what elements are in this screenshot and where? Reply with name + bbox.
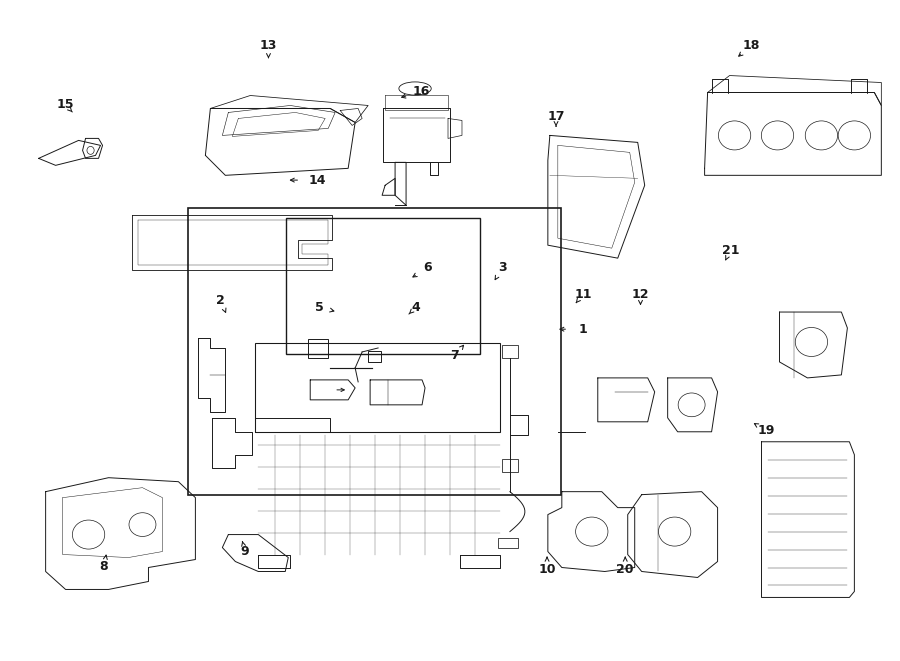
- Text: 21: 21: [722, 243, 739, 256]
- Text: 7: 7: [450, 349, 459, 362]
- Text: 6: 6: [423, 261, 432, 274]
- Bar: [187, 208, 561, 495]
- Bar: [502, 459, 518, 472]
- Text: 9: 9: [241, 545, 249, 558]
- Text: 14: 14: [309, 174, 326, 186]
- Text: 3: 3: [498, 261, 507, 274]
- Text: 10: 10: [538, 563, 556, 576]
- Text: 11: 11: [574, 288, 591, 301]
- Text: 15: 15: [57, 98, 74, 112]
- Text: 19: 19: [758, 424, 775, 438]
- Text: 4: 4: [411, 301, 420, 314]
- Text: 16: 16: [412, 85, 430, 98]
- Bar: [498, 537, 518, 547]
- Text: 17: 17: [547, 110, 565, 123]
- Text: 5: 5: [315, 301, 324, 314]
- Bar: [502, 345, 518, 358]
- Bar: [256, 343, 500, 432]
- Bar: [286, 218, 480, 354]
- Bar: [368, 352, 381, 362]
- Text: 8: 8: [100, 560, 108, 573]
- Text: 1: 1: [579, 323, 588, 336]
- Text: 13: 13: [260, 39, 277, 52]
- Text: 12: 12: [632, 288, 649, 301]
- Bar: [308, 340, 328, 358]
- Text: 2: 2: [217, 294, 225, 307]
- Text: 20: 20: [616, 563, 634, 576]
- Text: 18: 18: [742, 39, 760, 52]
